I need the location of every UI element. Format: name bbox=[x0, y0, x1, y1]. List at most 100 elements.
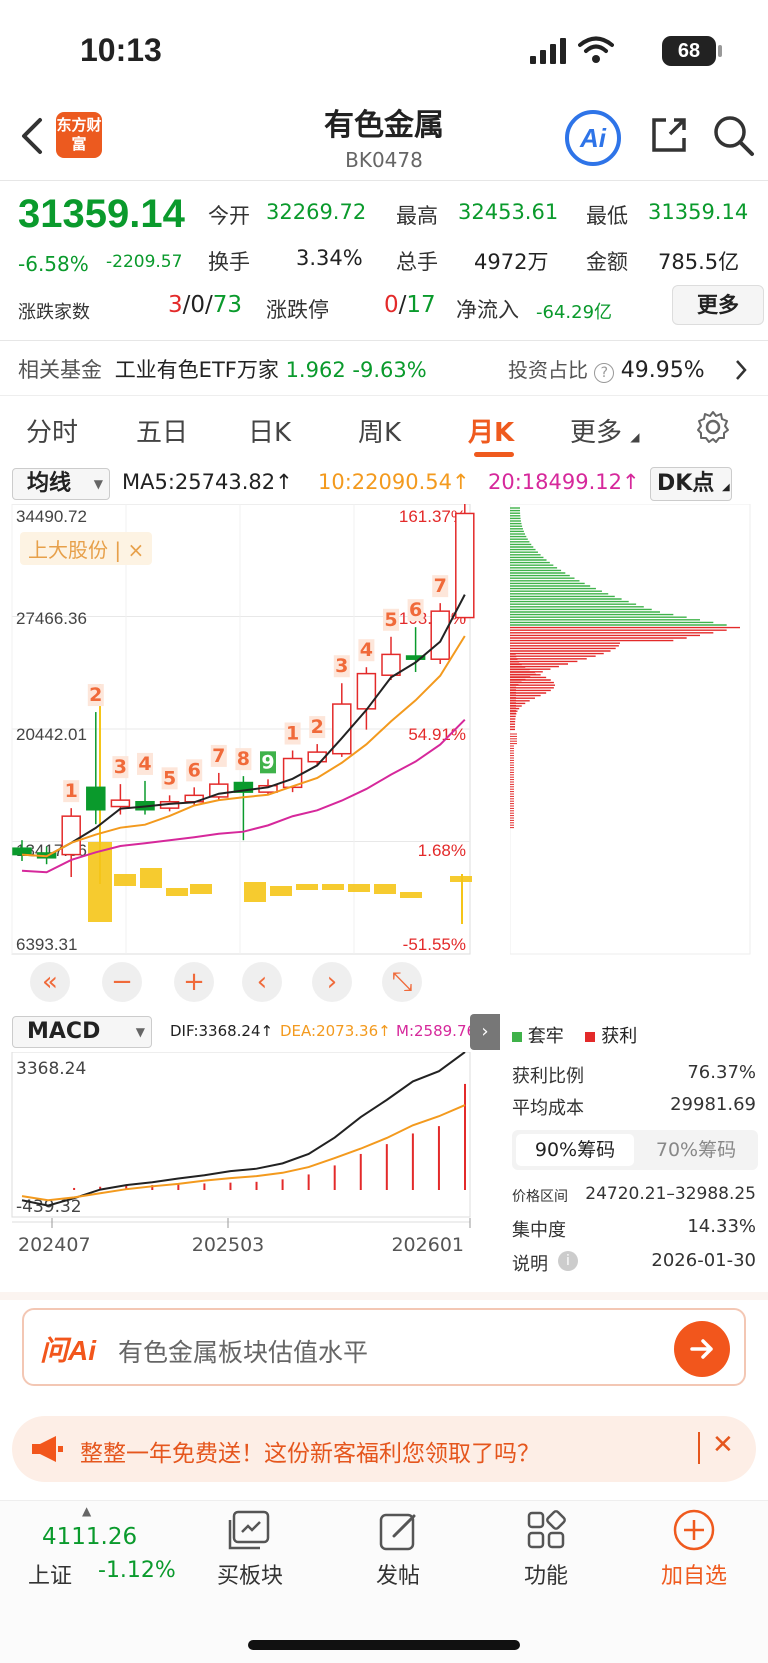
sequence-number: 4 bbox=[360, 639, 373, 661]
kline-chart[interactable]: 34490.7227466.3620442.0113417.666393.311… bbox=[0, 504, 500, 1008]
control-bg bbox=[382, 962, 422, 1002]
x-tick-label: 202503 bbox=[192, 1234, 265, 1256]
signal-icon bbox=[530, 38, 566, 64]
invest-ratio[interactable]: 投资占比 ? 49.95% bbox=[508, 354, 705, 383]
tab-more[interactable]: 更多 ◢ bbox=[570, 412, 640, 449]
divider bbox=[0, 180, 768, 181]
status-time: 10:13 bbox=[80, 32, 162, 68]
functions-icon[interactable] bbox=[526, 1510, 566, 1550]
macd-select[interactable]: MACD ▼ bbox=[12, 1016, 152, 1048]
index-value[interactable]: 4111.26 bbox=[42, 1524, 138, 1550]
home-indicator bbox=[248, 1640, 520, 1650]
legend-trapped-swatch bbox=[512, 1032, 522, 1042]
limit-down-count: 17 bbox=[406, 292, 436, 318]
fund-price: 1.962 bbox=[285, 358, 346, 382]
post-icon[interactable] bbox=[378, 1510, 420, 1552]
scroll-left-icon[interactable]: ‹ bbox=[242, 962, 282, 1002]
note-label: 说明 bbox=[512, 1254, 548, 1275]
tab-five-day[interactable]: 五日 bbox=[136, 418, 189, 448]
inflow-label: 净流入 bbox=[456, 298, 519, 322]
concentration-label: 集中度 bbox=[512, 1220, 566, 1241]
zoom-in-icon[interactable]: + bbox=[174, 962, 214, 1002]
up-count: 3 bbox=[168, 292, 183, 318]
sequence-badge bbox=[407, 599, 424, 622]
chip-legend: 套牢 获利 bbox=[512, 1022, 637, 1048]
tab-daily-k[interactable]: 日K bbox=[248, 418, 292, 448]
scroll-right-icon[interactable]: › bbox=[312, 962, 352, 1002]
back-icon[interactable] bbox=[18, 116, 46, 156]
nav-add-watchlist[interactable]: 加自选 bbox=[660, 1564, 727, 1589]
tab-weekly-k[interactable]: 周K bbox=[358, 418, 402, 448]
tab-intraday[interactable]: 分时 bbox=[26, 418, 79, 448]
close-icon[interactable]: ✕ bbox=[712, 1430, 734, 1460]
nav-buy-sector[interactable]: 买板块 bbox=[216, 1564, 283, 1589]
more-button[interactable]: 更多 bbox=[672, 285, 764, 325]
sequence-badge bbox=[284, 722, 301, 745]
pct-axis-label: 161.37% bbox=[399, 507, 466, 526]
macd-top-label: 3368.24 bbox=[16, 1059, 86, 1079]
search-icon[interactable] bbox=[712, 114, 756, 158]
promo-banner[interactable] bbox=[12, 1416, 756, 1482]
wifi-icon bbox=[578, 36, 614, 63]
info-icon[interactable]: i bbox=[558, 1251, 578, 1271]
control-bg bbox=[30, 962, 70, 1002]
ma-select[interactable]: 均线 ▼ bbox=[12, 468, 110, 500]
buy-sector-icon[interactable] bbox=[226, 1510, 272, 1552]
tab-90-chips[interactable]: 90%筹码 bbox=[516, 1134, 634, 1166]
zoom-out-icon[interactable]: − bbox=[102, 962, 142, 1002]
sequence-number: 7 bbox=[434, 575, 447, 597]
change-percent: -6.58% bbox=[18, 252, 89, 276]
dk-label: DK点 bbox=[657, 471, 715, 496]
ask-ai-input[interactable] bbox=[22, 1308, 746, 1386]
share-icon[interactable] bbox=[648, 114, 690, 156]
expand-button[interactable]: › bbox=[470, 1014, 500, 1050]
price-axis-label: 27466.36 bbox=[16, 609, 87, 628]
breadth-values: 3/0/73 bbox=[168, 292, 242, 318]
sequence-badge bbox=[432, 575, 449, 598]
nav-functions[interactable]: 功能 bbox=[523, 1564, 568, 1589]
overlay-tag[interactable]: 上大股份 | × bbox=[20, 532, 153, 565]
bottom-nav bbox=[0, 1500, 768, 1663]
amount-value: 785.5亿 bbox=[658, 250, 740, 274]
nav-post[interactable]: 发帖 bbox=[375, 1564, 420, 1589]
ai-button[interactable]: Ai bbox=[565, 110, 621, 166]
sequence-number: 3 bbox=[335, 655, 348, 677]
arrow-right-icon bbox=[690, 1339, 713, 1359]
tab-70-chips[interactable]: 70%筹码 bbox=[655, 1139, 737, 1161]
chip-distribution-chart bbox=[510, 504, 751, 955]
high-value: 32453.61 bbox=[458, 200, 559, 224]
sequence-badge bbox=[358, 639, 375, 662]
tab-monthly-k[interactable]: 月K bbox=[468, 418, 515, 448]
tab-more-label: 更多 bbox=[570, 418, 623, 448]
x-tick-label: 202407 bbox=[18, 1234, 91, 1256]
section-gap bbox=[0, 395, 768, 396]
open-value: 32269.72 bbox=[266, 200, 367, 224]
macd-m: M:2589.76↑ bbox=[396, 1022, 476, 1040]
scroll-left-fast-icon[interactable]: « bbox=[30, 962, 70, 1002]
sequence-badge bbox=[235, 748, 252, 771]
volume-label: 总手 bbox=[396, 250, 438, 274]
avg-cost-label: 平均成本 bbox=[512, 1098, 584, 1119]
overlay-candle bbox=[322, 884, 344, 890]
control-glyph: + bbox=[183, 967, 205, 997]
open-label: 今开 bbox=[208, 204, 250, 228]
settings-icon[interactable] bbox=[696, 410, 730, 444]
ma20-value: 20:18499.12↑ bbox=[488, 470, 640, 494]
help-icon[interactable]: ? bbox=[594, 363, 615, 383]
triangle-icon: ◢ bbox=[721, 482, 730, 493]
index-change: -1.12% bbox=[98, 1558, 176, 1583]
ask-ai-placeholder: 有色金属板块估值水平 bbox=[118, 1338, 369, 1367]
add-watchlist-icon[interactable] bbox=[672, 1508, 716, 1552]
divider bbox=[0, 340, 768, 341]
chevron-right-icon[interactable] bbox=[734, 358, 748, 382]
ma10-line bbox=[21, 635, 466, 858]
candle-body bbox=[356, 672, 377, 710]
dk-point-button[interactable]: DK点 ◢ bbox=[650, 467, 732, 501]
ma5-line bbox=[21, 594, 466, 858]
active-tab-indicator bbox=[474, 452, 514, 457]
fullscreen-icon[interactable]: ⤡ bbox=[382, 962, 422, 1002]
change-value: -2209.57 bbox=[106, 252, 183, 272]
related-fund-row[interactable]: 相关基金 工业有色ETF万家 1.962 -9.63% bbox=[18, 354, 478, 384]
control-glyph: − bbox=[111, 967, 133, 997]
